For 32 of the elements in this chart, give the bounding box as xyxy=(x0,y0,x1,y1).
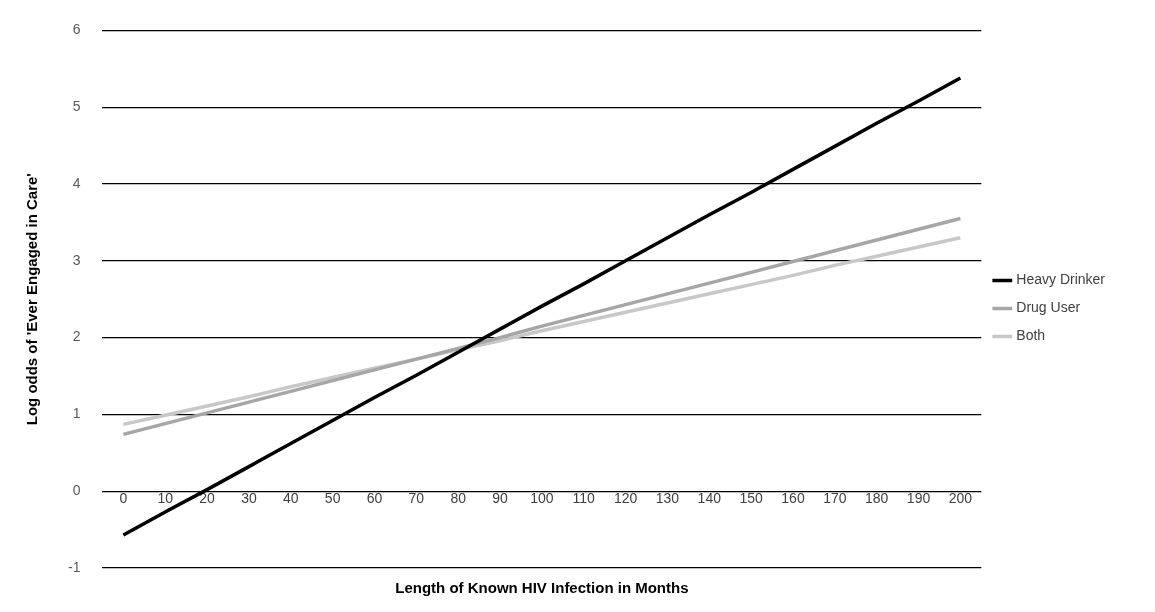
y-axis-title: Log odds of 'Ever Engaged in Care' xyxy=(23,173,41,426)
x-tick-label: 40 xyxy=(282,490,299,507)
x-tick-label: 170 xyxy=(823,490,847,507)
legend-label: Both xyxy=(1016,327,1046,344)
x-tick-label: 140 xyxy=(697,490,722,507)
x-tick-label: 80 xyxy=(450,490,467,507)
x-tick-label: 60 xyxy=(366,490,383,507)
y-tick-label: 1 xyxy=(72,405,81,422)
y-tick-label: 6 xyxy=(72,21,81,38)
y-tick-label: 5 xyxy=(72,98,81,115)
x-tick-label: 160 xyxy=(781,490,805,507)
legend-label: Heavy Drinker xyxy=(1016,271,1106,288)
x-tick-label: 180 xyxy=(865,490,889,507)
y-tick-label: 2 xyxy=(72,328,81,345)
x-tick-label: 50 xyxy=(324,490,341,507)
x-tick-label: 0 xyxy=(119,490,128,507)
x-tick-label: 90 xyxy=(492,490,509,507)
x-tick-label: 10 xyxy=(157,490,174,507)
x-tick-label: 200 xyxy=(948,490,973,507)
x-tick-label: 30 xyxy=(241,490,257,507)
y-tick-label: 3 xyxy=(72,251,81,268)
y-tick-label: 4 xyxy=(72,174,81,191)
x-tick-label: 150 xyxy=(739,490,764,507)
x-tick-label: 70 xyxy=(408,490,425,507)
x-tick-label: 110 xyxy=(572,490,596,507)
x-tick-label: 130 xyxy=(655,490,680,507)
x-axis-title: Length of Known HIV Infection in Months xyxy=(395,579,689,597)
x-tick-label: 100 xyxy=(530,490,554,507)
y-tick-label: -1 xyxy=(68,558,81,575)
x-tick-label: 190 xyxy=(906,490,931,507)
x-tick-label: 120 xyxy=(613,490,638,507)
legend-label: Drug User xyxy=(1016,299,1081,316)
